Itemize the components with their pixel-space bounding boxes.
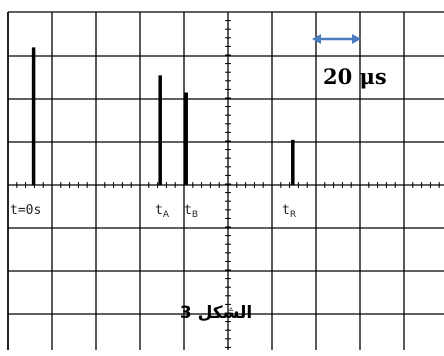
oscilloscope-grid [7,11,444,350]
axis-ticks [7,11,440,348]
marker-label-tA: tA [155,203,170,220]
marker-label-tB: tB [184,203,198,220]
time-scale-label: 20 μs [323,64,387,89]
marker-subscript: A [163,210,170,220]
marker-label-tR: tR [282,203,296,220]
marker-subscript: R [290,210,296,220]
marker-labels: t=0s tA tB tR [10,203,296,220]
double-headed-arrow-icon [312,34,361,44]
scale-indicator: 20 μs [312,34,387,89]
marker-subscript: B [192,210,198,220]
pulse-series [31,47,295,185]
marker-label-t=0s: t=0s [10,203,41,218]
figure-label: الشكل 3 [180,303,252,323]
